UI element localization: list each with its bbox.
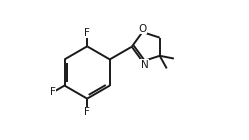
Text: F: F: [84, 28, 90, 38]
Text: F: F: [50, 87, 56, 97]
Text: O: O: [138, 24, 147, 34]
Text: N: N: [141, 60, 148, 70]
Text: F: F: [84, 107, 90, 117]
